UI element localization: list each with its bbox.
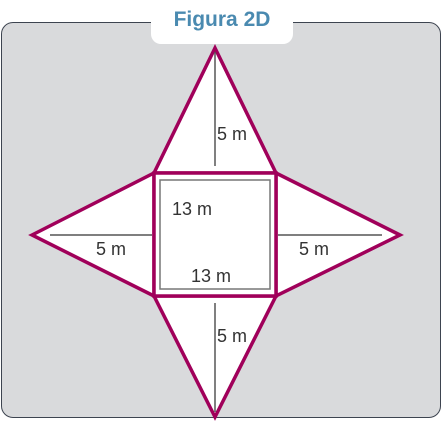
left-height-label: 5 m	[96, 239, 127, 259]
right-height-label: 5 m	[299, 239, 330, 259]
figure-title: Figura 2D	[173, 8, 271, 31]
square-side-top-label: 13 m	[172, 199, 213, 219]
square-inner-outline	[159, 179, 271, 290]
square-side-bottom-label: 13 m	[191, 266, 232, 286]
square-base	[152, 171, 278, 298]
title-tab: Figura 2D	[151, 2, 293, 44]
top-height-label: 5 m	[217, 124, 248, 144]
bottom-height-label: 5 m	[217, 326, 248, 346]
